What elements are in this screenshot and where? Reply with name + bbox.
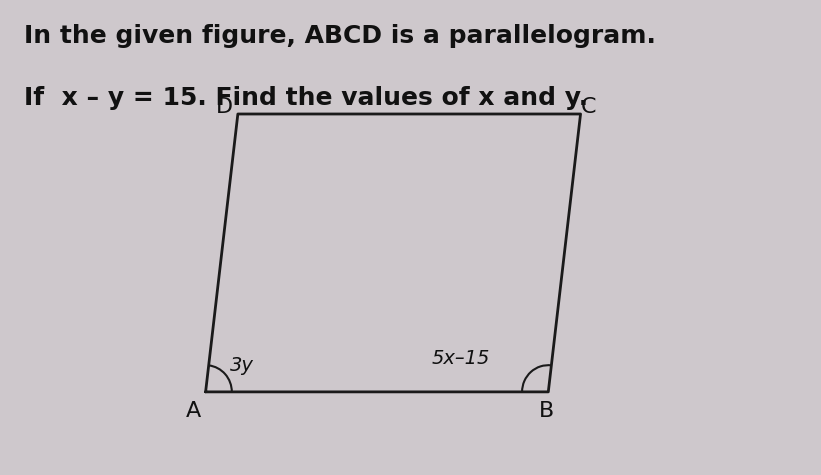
Text: B: B	[539, 401, 554, 421]
Text: If  x – y = 15. Find the values of x and y.: If x – y = 15. Find the values of x and …	[24, 86, 589, 110]
Text: D: D	[216, 97, 232, 117]
Text: C: C	[581, 97, 596, 117]
Text: A: A	[186, 401, 201, 421]
Text: 5x–15: 5x–15	[432, 349, 490, 368]
Text: In the given figure, ABCD is a parallelogram.: In the given figure, ABCD is a parallelo…	[24, 24, 656, 48]
Text: 3y: 3y	[230, 356, 254, 375]
